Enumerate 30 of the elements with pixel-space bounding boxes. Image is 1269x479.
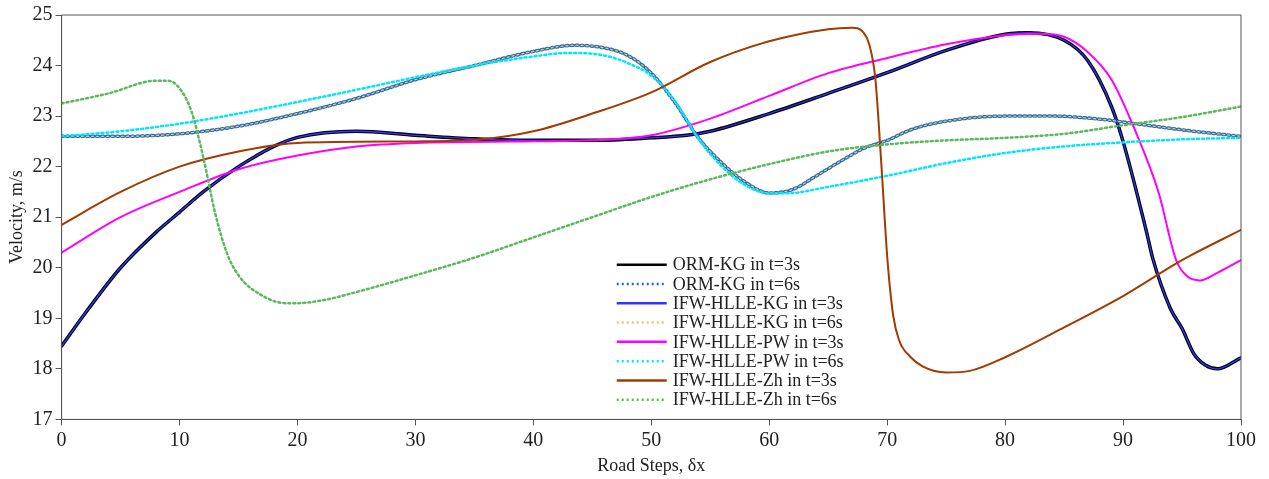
y-tick-label: 20 (32, 255, 53, 277)
x-tick-label: 90 (1113, 427, 1134, 450)
legend-label: IFW-HLLE-PW in t=3s (672, 331, 844, 352)
x-tick-label: 100 (1226, 427, 1256, 450)
legend-label: IFW-HLLE-KG in t=6s (672, 312, 843, 333)
y-tick-label: 19 (32, 305, 53, 328)
x-axis-title: Road Steps, δx (597, 454, 706, 475)
legend-label: IFW-HLLE-KG in t=3s (672, 292, 843, 313)
y-tick-label: 22 (32, 153, 53, 176)
x-tick-label: 30 (405, 427, 426, 450)
x-tick-label: 20 (287, 427, 308, 450)
y-tick-label: 18 (32, 356, 53, 379)
x-tick-label: 0 (56, 427, 67, 450)
x-tick-label: 10 (169, 427, 190, 450)
legend-label: ORM-KG in t=3s (672, 254, 800, 275)
y-tick-label: 17 (32, 406, 53, 429)
legend-label: ORM-KG in t=6s (672, 273, 800, 294)
y-tick-label: 25 (32, 2, 53, 25)
x-tick-label: 40 (523, 427, 544, 450)
x-tick-label: 80 (995, 427, 1016, 450)
y-axis-title: Velocity, m/s (5, 170, 26, 265)
y-tick-label: 23 (32, 103, 53, 126)
legend-label: IFW-HLLE-PW in t=6s (672, 350, 844, 371)
x-tick-label: 60 (759, 427, 780, 450)
legend-label: IFW-HLLE-Zh in t=6s (672, 389, 837, 410)
x-tick-label: 50 (641, 427, 662, 450)
x-tick-label: 70 (877, 427, 898, 450)
y-tick-label: 21 (32, 204, 53, 227)
y-tick-label: 24 (32, 52, 53, 75)
legend-label: IFW-HLLE-Zh in t=3s (672, 370, 837, 391)
